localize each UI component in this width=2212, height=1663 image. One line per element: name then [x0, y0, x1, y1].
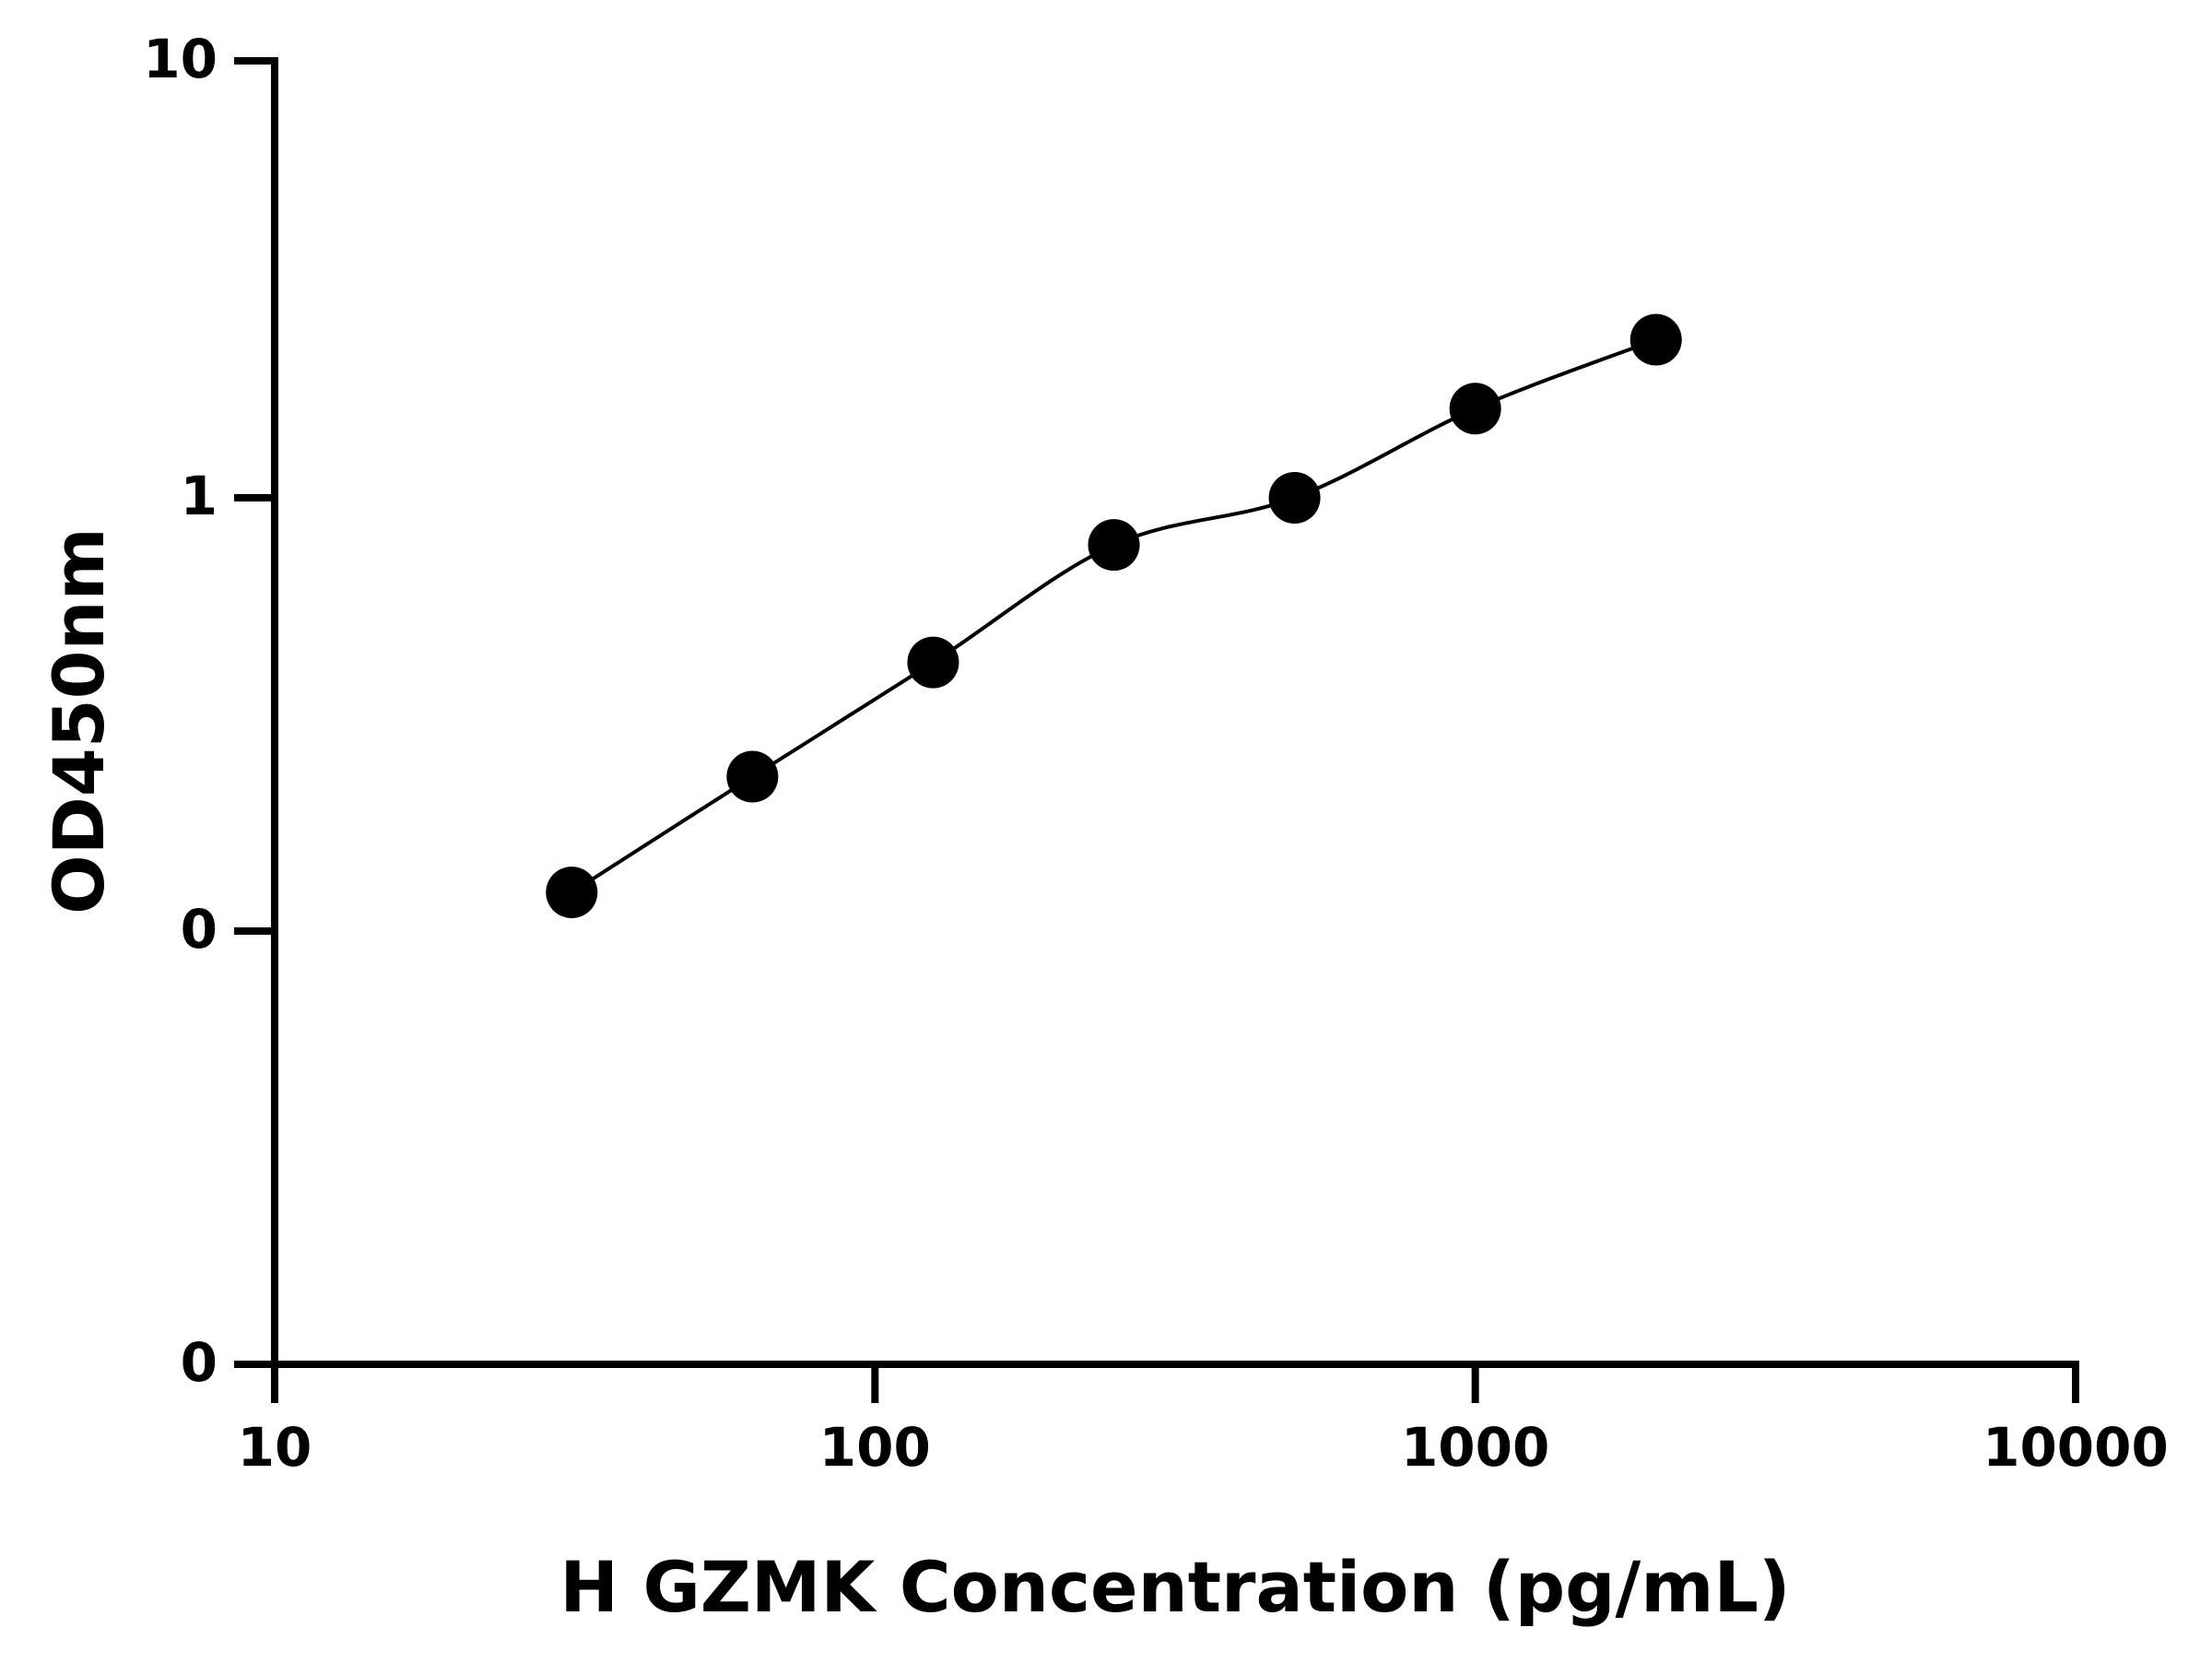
- x-tick-label: 1000: [1401, 1416, 1549, 1479]
- data-point: [1088, 519, 1140, 572]
- y-tick-label: 0: [181, 898, 218, 961]
- data-point: [726, 750, 779, 803]
- data-point: [546, 867, 598, 919]
- x-tick-label: 10: [238, 1416, 312, 1479]
- y-tick-label: 10: [143, 28, 218, 90]
- y-axis-label: OD450nm: [38, 527, 120, 914]
- data-point: [1268, 472, 1321, 524]
- x-tick-label: 10000: [1983, 1416, 2169, 1479]
- axes: [271, 57, 2079, 1368]
- data-points: [546, 313, 1682, 919]
- data-point: [1449, 383, 1501, 435]
- data-point: [907, 636, 959, 689]
- x-tick-label: 100: [819, 1416, 931, 1479]
- y-tick-label: 0: [181, 1331, 218, 1394]
- y-tick-label: 1: [181, 465, 218, 527]
- x-axis-label: H GZMK Concentration (pg/mL): [559, 1546, 1790, 1628]
- x-ticks: 10 100 1000 10000: [238, 1364, 2169, 1479]
- data-point: [1630, 313, 1682, 366]
